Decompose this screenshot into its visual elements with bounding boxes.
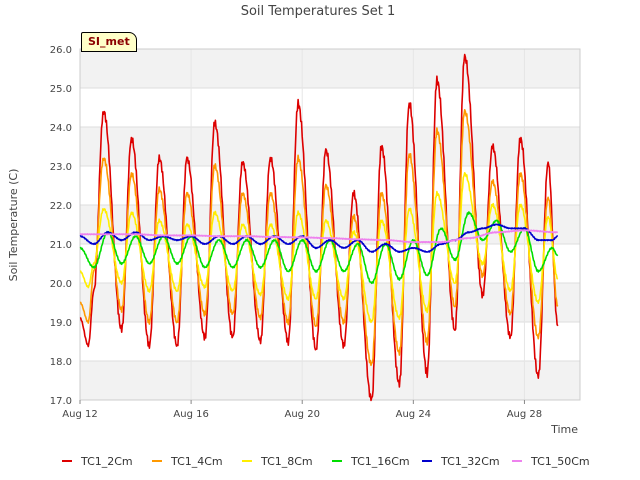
y-tick-label: 23.0 xyxy=(50,162,72,173)
legend-label-TC1_2Cm: TC1_2Cm xyxy=(80,455,133,468)
y-tick-label: 20.0 xyxy=(50,279,72,290)
series-line-TC1_32Cm xyxy=(79,223,559,253)
x-tick-label: Aug 24 xyxy=(396,409,431,420)
grid-band xyxy=(80,127,580,166)
chart-title: Soil Temperatures Set 1 xyxy=(241,4,396,19)
series-line-TC1_16Cm xyxy=(79,211,559,285)
y-tick-label: 19.0 xyxy=(50,318,72,329)
y-axis-ticks: 17.0 18.0 19.0 20.0 21.0 22.0 23.0 24.0 25.0 26.0 xyxy=(50,45,72,407)
plot-frame xyxy=(79,48,581,401)
legend-label-TC1_16Cm: TC1_16Cm xyxy=(350,455,410,468)
x-tick-label: Aug 16 xyxy=(173,409,208,420)
y-tick-label: 21.0 xyxy=(50,240,72,251)
legend-label-TC1_32Cm: TC1_32Cm xyxy=(440,455,500,468)
x-axis-label: Time xyxy=(550,423,578,436)
legend-label-TC1_50Cm: TC1_50Cm xyxy=(530,455,590,468)
site-label-badge: SI_met xyxy=(81,32,137,52)
band-shading xyxy=(80,49,580,400)
y-tick-label: 18.0 xyxy=(50,357,72,368)
legend-label-TC1_4Cm: TC1_4Cm xyxy=(170,455,223,468)
legend: TC1_2Cm TC1_4Cm TC1_8Cm TC1_16Cm TC1_32Cm TC1… xyxy=(62,455,590,468)
series-line-TC1_8Cm xyxy=(79,172,559,324)
grid-band xyxy=(80,49,580,88)
grid-band xyxy=(80,283,580,322)
x-tick-label: Aug 20 xyxy=(285,409,320,420)
x-axis-ticks: Aug 12 Aug 16 Aug 20 Aug 24 Aug 28 xyxy=(62,400,542,420)
series-line-TC1_50Cm xyxy=(79,229,558,244)
y-axis-label: Soil Temperature (C) xyxy=(7,169,20,282)
legend-label-TC1_8Cm: TC1_8Cm xyxy=(260,455,313,468)
x-tick-label: Aug 28 xyxy=(507,409,542,420)
series-lines xyxy=(79,53,559,402)
y-tick-label: 25.0 xyxy=(50,84,72,95)
x-tick-label: Aug 12 xyxy=(62,409,97,420)
y-tick-label: 17.0 xyxy=(50,396,72,407)
y-tick-label: 24.0 xyxy=(50,123,72,134)
grid-band xyxy=(80,361,580,400)
y-tick-label: 26.0 xyxy=(50,45,72,56)
y-tick-label: 22.0 xyxy=(50,201,72,212)
